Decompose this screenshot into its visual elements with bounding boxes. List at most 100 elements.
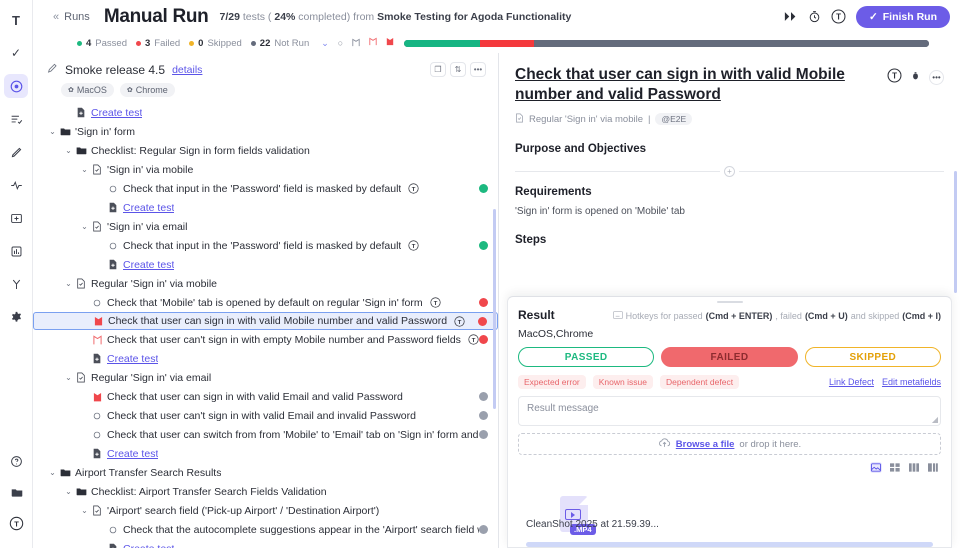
chevron-down-icon[interactable]: ⌄: [65, 487, 72, 496]
status-dot-fail: [479, 335, 488, 344]
chip-macos[interactable]: ✿ MacOS: [61, 83, 114, 97]
tree-suite-row[interactable]: ⌄ 'Sign in' via mobile: [33, 160, 498, 179]
assignee-avatar[interactable]: T: [887, 68, 902, 86]
result-card-drag-handle[interactable]: [716, 301, 743, 303]
hotkeys-hint: Hotkeys for passed (Cmd + ENTER) , faile…: [612, 311, 941, 321]
tag-chip[interactable]: @E2E: [655, 113, 693, 126]
create-test-row[interactable]: Create test: [33, 255, 498, 274]
test-tree[interactable]: Create test ⌄ 'Sign in' form ⌄ Checklist: Re…: [33, 99, 498, 548]
view-preview-icon[interactable]: [870, 462, 882, 473]
verdict-failed-button[interactable]: FAILED: [661, 347, 798, 367]
chevron-down-icon[interactable]: ⌄: [321, 37, 329, 48]
chevron-down-icon[interactable]: ⌄: [81, 222, 88, 231]
create-test-row[interactable]: Create test: [33, 444, 498, 463]
chevron-down-icon[interactable]: ⌄: [49, 127, 56, 136]
tree-folder-row[interactable]: ⌄ Airport Transfer Search Results: [33, 463, 498, 482]
link-defect-link[interactable]: Link Defect: [828, 377, 874, 387]
bug-icon[interactable]: [910, 70, 921, 84]
account-avatar[interactable]: T: [5, 511, 29, 535]
chevron-down-icon[interactable]: ⌄: [65, 373, 72, 382]
runs-icon[interactable]: [4, 74, 28, 98]
view-list-icon[interactable]: [908, 462, 920, 473]
chevron-down-icon[interactable]: ⌄: [81, 165, 88, 174]
verdict-passed-button[interactable]: PASSED: [518, 347, 655, 367]
chevron-down-icon[interactable]: ⌄: [65, 146, 72, 155]
tree-case-row[interactable]: Check that user can switch from from 'Mo…: [33, 425, 498, 444]
create-test-row[interactable]: Create test: [33, 103, 498, 122]
assignee-avatar[interactable]: T: [454, 315, 465, 327]
detail-scrollbar[interactable]: [954, 171, 957, 293]
stat-not-run[interactable]: 22 Not Run: [250, 38, 309, 49]
meta-chip-expected-error[interactable]: Expected error: [518, 375, 586, 389]
flag-outline-red-icon[interactable]: [369, 37, 377, 49]
bottom-scrollbar[interactable]: [526, 542, 933, 547]
result-message-input[interactable]: Result message ◢: [518, 396, 941, 426]
tree-suite-row[interactable]: ⌄ 'Sign in' via email: [33, 217, 498, 236]
file-dropzone[interactable]: Browse a file or drop it here.: [518, 433, 941, 455]
tree-case-row[interactable]: Check that input in the 'Password' field…: [33, 236, 498, 255]
activity-icon[interactable]: [4, 173, 28, 197]
verdict-skipped-button[interactable]: SKIPPED: [804, 347, 941, 367]
view-detail-icon[interactable]: [927, 462, 939, 473]
more-options-icon[interactable]: •••: [470, 62, 486, 77]
fast-forward-icon[interactable]: [784, 11, 798, 22]
back-to-runs-button[interactable]: « Runs: [47, 9, 96, 25]
attachment-file-card[interactable]: .MP4: [560, 496, 596, 535]
projects-folder-icon[interactable]: [5, 480, 29, 504]
suite-details-link[interactable]: details: [172, 63, 203, 76]
import-icon[interactable]: [4, 206, 28, 230]
view-grid-icon[interactable]: [889, 462, 901, 473]
tree-folder-row[interactable]: ⌄ Checklist: Airport Transfer Search Fiel…: [33, 482, 498, 501]
assignee-avatar[interactable]: T: [430, 297, 441, 308]
help-icon[interactable]: [5, 449, 29, 473]
timer-icon[interactable]: [808, 10, 821, 23]
settings-gear-icon[interactable]: [4, 305, 28, 329]
meta-chip-dependent-defect[interactable]: Dependent defect: [659, 375, 740, 389]
tree-case-row[interactable]: Check that user can't sign in with empty…: [33, 330, 498, 349]
tree-scrollbar[interactable]: [493, 209, 496, 409]
flag-filled-red-icon[interactable]: [386, 37, 394, 49]
tree-suite-row[interactable]: ⌄ 'Airport' search field ('Pick-up Airpor…: [33, 501, 498, 520]
pen-icon[interactable]: [4, 140, 28, 164]
create-test-row[interactable]: Create test: [33, 349, 498, 368]
integrations-icon[interactable]: [4, 272, 28, 296]
circle-filter-icon[interactable]: ○: [337, 38, 344, 48]
tree-case-row[interactable]: Check that user can't sign in with valid…: [33, 406, 498, 425]
stat-failed[interactable]: 3 Failed: [135, 38, 180, 49]
test-list-icon[interactable]: [4, 107, 28, 131]
more-options-icon[interactable]: •••: [929, 69, 944, 85]
tree-case-row[interactable]: Check that input in the 'Password' field…: [33, 179, 498, 198]
sort-icon[interactable]: ⇅: [450, 62, 466, 77]
reports-icon[interactable]: [4, 239, 28, 263]
tree-case-row[interactable]: Check that the autocomplete suggestions …: [33, 520, 498, 539]
chevron-down-icon[interactable]: ⌄: [65, 279, 72, 288]
tree-case-row[interactable]: Check that user can sign in with valid M…: [33, 312, 498, 330]
assignee-avatar[interactable]: T: [408, 183, 419, 194]
resize-grip-icon[interactable]: ◢: [931, 415, 938, 424]
chip-chrome[interactable]: ✿ Chrome: [119, 83, 175, 97]
tree-case-row[interactable]: Check that 'Mobile' tab is opened by def…: [33, 293, 498, 312]
copy-icon[interactable]: ❐: [430, 62, 446, 77]
browse-file-link[interactable]: Browse a file: [675, 438, 735, 450]
finish-run-button[interactable]: ✓ Finish Run: [855, 5, 950, 28]
tree-suite-row[interactable]: ⌄ Regular 'Sign in' via mobile: [33, 274, 498, 293]
assignee-avatar[interactable]: T: [468, 334, 479, 345]
tree-suite-row[interactable]: ⌄ Regular 'Sign in' via email: [33, 368, 498, 387]
flag-outline-gray-icon[interactable]: [352, 38, 360, 49]
add-section-icon[interactable]: +: [724, 165, 735, 177]
create-test-row[interactable]: Create test: [33, 539, 498, 548]
logo-icon[interactable]: T: [12, 12, 20, 28]
stat-skipped[interactable]: 0 Skipped: [189, 38, 242, 49]
tree-folder-row[interactable]: ⌄ 'Sign in' form: [33, 122, 498, 141]
meta-chip-known-issue[interactable]: Known issue: [592, 375, 653, 389]
assignee-avatar[interactable]: T: [831, 9, 846, 24]
tree-folder-row[interactable]: ⌄ Checklist: Regular Sign in form fields …: [33, 141, 498, 160]
assignee-avatar[interactable]: T: [408, 240, 419, 251]
stat-passed[interactable]: 4 Passed: [77, 38, 127, 49]
chevron-down-icon[interactable]: ⌄: [49, 468, 56, 477]
checkmark-icon[interactable]: ✓: [10, 46, 22, 60]
chevron-down-icon[interactable]: ⌄: [81, 506, 88, 515]
create-test-row[interactable]: Create test: [33, 198, 498, 217]
tree-case-row[interactable]: Check that user can sign in with valid E…: [33, 387, 498, 406]
edit-metafields-link[interactable]: Edit metafields: [881, 377, 941, 387]
